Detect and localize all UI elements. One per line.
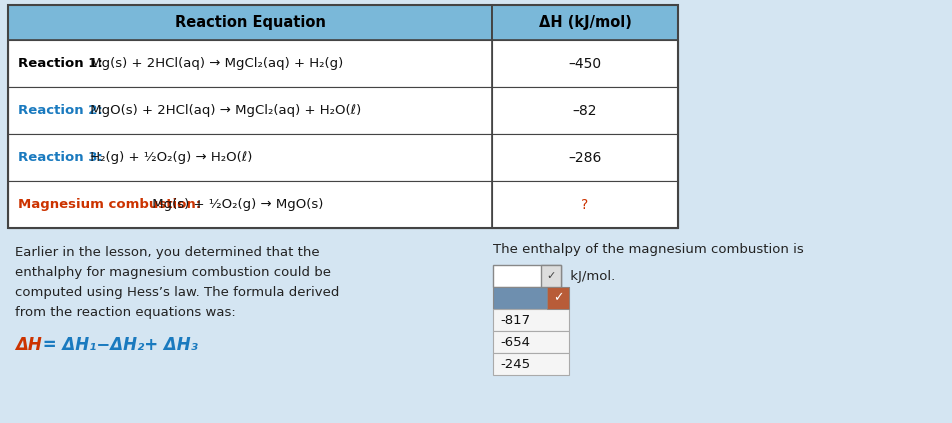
Bar xyxy=(491,87,677,134)
Text: Reaction Equation: Reaction Equation xyxy=(174,15,325,30)
Text: -245: -245 xyxy=(500,357,529,371)
Bar xyxy=(546,287,568,309)
Text: -817: -817 xyxy=(500,313,529,327)
Text: = ΔH₁−ΔH₂+ ΔH₃: = ΔH₁−ΔH₂+ ΔH₃ xyxy=(37,336,198,354)
Bar xyxy=(8,5,677,228)
Bar xyxy=(8,181,491,228)
Text: –450: –450 xyxy=(567,57,601,71)
Bar xyxy=(8,134,491,181)
Text: Reaction 3:: Reaction 3: xyxy=(18,151,103,164)
Text: H₂(g) + ½O₂(g) → H₂O(ℓ): H₂(g) + ½O₂(g) → H₂O(ℓ) xyxy=(86,151,252,164)
Text: Earlier in the lesson, you determined that the: Earlier in the lesson, you determined th… xyxy=(15,246,319,259)
Text: enthalphy for magnesium combustion could be: enthalphy for magnesium combustion could… xyxy=(15,266,330,279)
Bar xyxy=(491,40,677,87)
Text: Mg(s) + ½O₂(g) → MgO(s): Mg(s) + ½O₂(g) → MgO(s) xyxy=(149,198,324,211)
Bar xyxy=(491,5,677,40)
Bar xyxy=(492,265,561,287)
Text: kJ/mol.: kJ/mol. xyxy=(565,269,615,283)
Text: ΔH: ΔH xyxy=(15,336,42,354)
Bar xyxy=(8,40,491,87)
Bar xyxy=(8,5,491,40)
Text: ✓: ✓ xyxy=(545,271,555,281)
Text: Mg(s) + 2HCl(aq) → MgCl₂(aq) + H₂(g): Mg(s) + 2HCl(aq) → MgCl₂(aq) + H₂(g) xyxy=(86,57,343,70)
Text: The enthalpy of the magnesium combustion is: The enthalpy of the magnesium combustion… xyxy=(492,243,803,256)
Bar xyxy=(541,265,561,287)
Text: Reaction 1:: Reaction 1: xyxy=(18,57,103,70)
Text: Magnesium combustion:: Magnesium combustion: xyxy=(18,198,201,211)
Text: ΔH (kJ/mol): ΔH (kJ/mol) xyxy=(538,15,631,30)
Text: -654: -654 xyxy=(500,335,529,349)
Bar xyxy=(491,181,677,228)
Text: –286: –286 xyxy=(567,151,601,165)
Bar xyxy=(492,331,568,353)
Bar xyxy=(492,309,568,331)
Text: MgO(s) + 2HCl(aq) → MgCl₂(aq) + H₂O(ℓ): MgO(s) + 2HCl(aq) → MgCl₂(aq) + H₂O(ℓ) xyxy=(86,104,361,117)
Text: –82: –82 xyxy=(572,104,597,118)
Text: computed using Hess’s law. The formula derived: computed using Hess’s law. The formula d… xyxy=(15,286,339,299)
Text: from the reaction equations was:: from the reaction equations was: xyxy=(15,306,235,319)
Bar xyxy=(492,353,568,375)
Text: Reaction 2:: Reaction 2: xyxy=(18,104,103,117)
Bar xyxy=(8,87,491,134)
Text: ?: ? xyxy=(581,198,588,212)
Text: ✓: ✓ xyxy=(552,291,563,305)
Bar xyxy=(491,134,677,181)
Bar xyxy=(492,287,568,309)
